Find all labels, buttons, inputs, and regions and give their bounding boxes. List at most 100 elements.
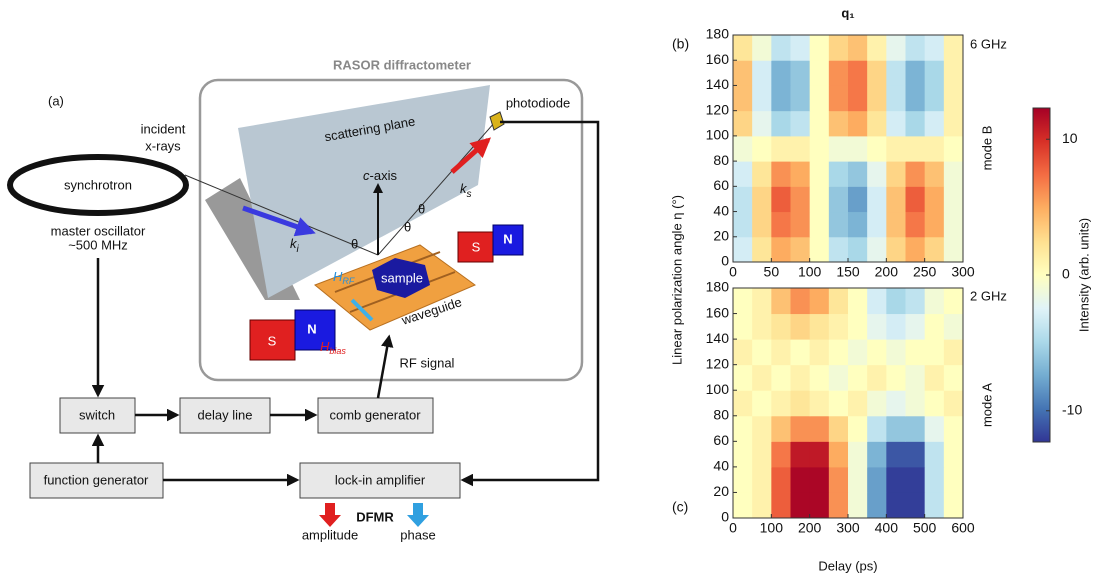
x-tick-label: 150 xyxy=(836,264,860,280)
heat-cell xyxy=(790,390,811,417)
heat-cell xyxy=(943,339,964,366)
heat-cell xyxy=(828,339,849,366)
heat-cell xyxy=(790,60,811,86)
heat-cell xyxy=(886,35,906,61)
heat-cell xyxy=(809,415,830,442)
heat-cell xyxy=(790,364,811,391)
heat-cell xyxy=(733,466,753,493)
heat-cell xyxy=(867,236,887,263)
heat-cell xyxy=(943,211,964,238)
magnet-n xyxy=(294,309,336,351)
heat-cell xyxy=(752,441,772,468)
heat-cell xyxy=(848,186,868,213)
heat-cell xyxy=(809,186,830,213)
heat-cell xyxy=(790,110,811,137)
heat-cell xyxy=(790,415,811,442)
ki-arrow xyxy=(242,205,316,237)
heat-cell xyxy=(924,441,945,468)
freq-label: 2 GHz xyxy=(970,288,1007,303)
heat-cell xyxy=(943,364,964,391)
magnet-n xyxy=(492,224,524,256)
heat-cell xyxy=(867,35,887,61)
x-tick-label: 100 xyxy=(798,264,822,280)
y-tick-label: 60 xyxy=(713,177,729,193)
heat-cell xyxy=(867,339,887,366)
y-tick-label: 140 xyxy=(706,76,730,92)
heat-cell xyxy=(886,492,906,519)
heat-cell xyxy=(752,466,772,493)
heat-cell xyxy=(828,236,849,263)
box-label: function generator xyxy=(44,472,149,487)
heat-cell xyxy=(924,492,945,519)
heat-cell xyxy=(771,236,791,263)
function-box xyxy=(29,462,164,499)
heat-cell xyxy=(790,135,811,162)
heat-cell xyxy=(943,186,964,213)
heat-cell xyxy=(733,364,753,391)
y-axis-label: Linear polarization angle η (°) xyxy=(669,195,684,365)
heat-cell xyxy=(809,441,830,468)
ks-label: ks xyxy=(460,181,472,199)
sample-label: sample xyxy=(381,270,423,285)
amplitude-arrow xyxy=(319,503,341,527)
heat-cell xyxy=(828,415,849,442)
heat-cell xyxy=(828,85,849,112)
heat-cell xyxy=(924,60,945,86)
sample xyxy=(372,258,430,298)
magnet-label: N xyxy=(503,231,512,246)
heat-cell xyxy=(828,390,849,417)
box-label: switch xyxy=(79,407,115,422)
heat-cell xyxy=(733,35,753,61)
heat-cell xyxy=(867,415,887,442)
y-tick-label: 80 xyxy=(713,406,729,422)
heat-cell xyxy=(924,35,945,61)
amplitude-label: amplitude xyxy=(302,527,358,542)
heat-cell xyxy=(828,364,849,391)
heat-cell xyxy=(809,313,830,340)
heat-cell xyxy=(905,186,926,213)
colorbar-tick-label: 10 xyxy=(1062,130,1078,146)
scattering-plane xyxy=(238,85,490,298)
heat-cell xyxy=(867,313,887,340)
heat-cell xyxy=(848,466,868,493)
heat-cell xyxy=(828,135,849,162)
heat-cell xyxy=(943,441,964,468)
heat-cell xyxy=(828,288,849,315)
magnet-s xyxy=(249,319,296,361)
heat-cell xyxy=(886,415,906,442)
heat-cell xyxy=(848,339,868,366)
heat-cell xyxy=(828,186,849,213)
heat-cell xyxy=(848,211,868,238)
heat-cell xyxy=(905,313,926,340)
heat-cell xyxy=(924,313,945,340)
heat-cell xyxy=(752,110,772,137)
heat-cell xyxy=(867,211,887,238)
heat-cell xyxy=(733,390,753,417)
heat-cell xyxy=(848,390,868,417)
heat-cell xyxy=(867,441,887,468)
freq-label: 6 GHz xyxy=(970,36,1007,51)
heat-cell xyxy=(848,35,868,61)
y-tick-label: 60 xyxy=(713,432,729,448)
x-tick-label: 0 xyxy=(729,264,737,280)
heat-cell xyxy=(848,288,868,315)
heat-cell xyxy=(924,211,945,238)
x-tick-label: 0 xyxy=(729,520,737,536)
heat-cell xyxy=(905,85,926,112)
x-axis-label: Delay (ps) xyxy=(818,558,877,573)
heat-cell xyxy=(848,415,868,442)
heat-cell xyxy=(809,60,830,86)
heat-cell xyxy=(905,110,926,137)
heat-cell xyxy=(809,135,830,162)
heat-cell xyxy=(733,236,753,263)
heat-cell xyxy=(867,110,887,137)
heat-cell xyxy=(790,339,811,366)
heat-cell xyxy=(905,161,926,187)
heat-cell xyxy=(924,364,945,391)
heat-cell xyxy=(905,390,926,417)
heat-cell xyxy=(886,288,906,315)
heat-cell xyxy=(943,161,964,187)
y-tick-label: 160 xyxy=(706,304,730,320)
heat-cell xyxy=(905,135,926,162)
heat-cell xyxy=(771,186,791,213)
